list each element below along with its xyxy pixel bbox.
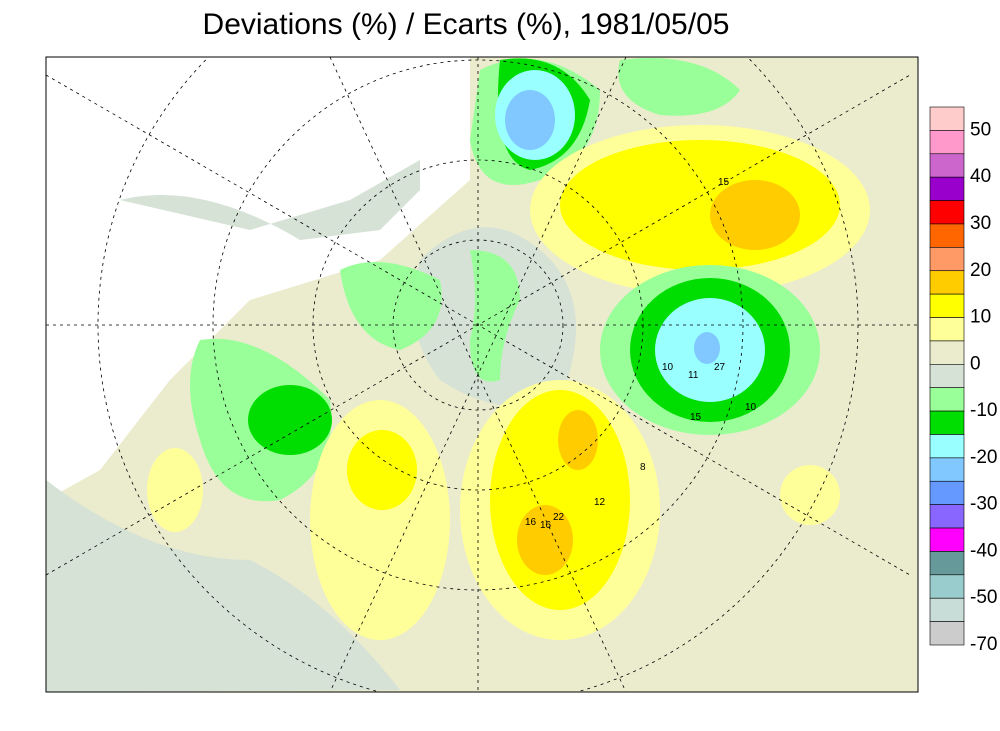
contour-label: 15 (718, 177, 730, 188)
legend-swatch (929, 270, 965, 295)
legend-swatch (929, 247, 965, 272)
legend-swatch (929, 317, 965, 342)
contour-label: 10 (745, 402, 757, 413)
legend-swatch (929, 130, 965, 155)
legend-swatch (929, 176, 965, 201)
legend-label: -30 (970, 494, 997, 515)
legend-swatch (929, 527, 965, 552)
contour-label: 15 (690, 412, 702, 423)
legend-label: 0 (970, 353, 981, 374)
legend-swatch (929, 106, 965, 131)
legend-label: -40 (970, 540, 997, 561)
legend-swatch (929, 574, 965, 599)
title: Deviations (%) / Ecarts (%), 1981/05/05 (203, 8, 730, 41)
contour-label: 8 (640, 462, 646, 473)
legend-swatch (929, 293, 965, 318)
legend: 50 40 30 20 10 0 -10 -20 -30 -40 -50 -70 (929, 106, 997, 655)
legend-swatch (929, 364, 965, 388)
legend-swatch (929, 340, 965, 365)
legend-label: -50 (970, 587, 997, 608)
legend-swatch (929, 480, 965, 505)
legend-swatch (929, 504, 965, 529)
legend-label: 30 (970, 213, 991, 234)
contour-label: 16 (540, 520, 552, 531)
legend-label: 40 (970, 166, 991, 187)
legend-label: -20 (970, 447, 997, 468)
contour-label: 10 (662, 362, 674, 373)
legend-label: -70 (970, 634, 997, 655)
legend-swatch (929, 387, 965, 412)
legend-swatch (929, 153, 965, 178)
legend-swatch (929, 223, 965, 248)
legend-swatch (929, 200, 965, 225)
legend-swatch (929, 551, 965, 576)
legend-swatch (929, 410, 965, 435)
legend-swatch (929, 597, 965, 622)
contour-label: 16 (525, 517, 537, 528)
legend-swatch (929, 621, 965, 646)
legend-label: 20 (970, 260, 991, 281)
legend-swatch (929, 457, 965, 482)
legend-swatch (929, 434, 965, 459)
legend-label: 10 (970, 307, 991, 328)
legend-label: 50 (970, 119, 991, 140)
contour-label: 27 (714, 362, 726, 373)
map-frame (45, 56, 919, 693)
contour-label: 12 (594, 497, 606, 508)
legend-label: -10 (970, 400, 997, 421)
contour-label: 22 (553, 512, 565, 523)
contour-label: 11 (688, 370, 699, 381)
